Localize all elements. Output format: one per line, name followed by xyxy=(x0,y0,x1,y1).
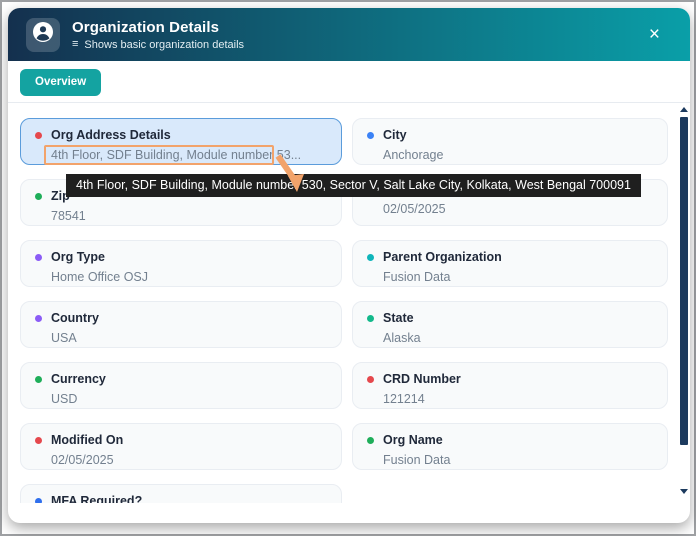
scroll-down-arrow-icon[interactable] xyxy=(680,489,688,494)
field-status-dot xyxy=(35,375,42,383)
field-label: CRD Number xyxy=(383,372,461,386)
field-card[interactable]: Org Address Details 4th Floor, SDF Build… xyxy=(20,118,342,165)
field-card[interactable]: Parent Organization Fusion Data xyxy=(352,240,668,287)
fields-grid: Org Address Details 4th Floor, SDF Build… xyxy=(8,103,690,503)
modal-subtitle-row: ≡ Shows basic organization details xyxy=(72,39,631,51)
tab-overview[interactable]: Overview xyxy=(20,69,102,96)
field-status-dot xyxy=(367,436,374,444)
field-status-dot xyxy=(35,436,42,444)
field-label: Parent Organization xyxy=(383,250,502,264)
tab-bar: Overview xyxy=(8,61,690,103)
field-card[interactable]: City Anchorage xyxy=(352,118,668,165)
field-card[interactable]: Country USA xyxy=(20,301,342,348)
field-value: 4th Floor, SDF Building, Module number 5… xyxy=(51,148,302,162)
field-card[interactable]: Org Type Home Office OSJ xyxy=(20,240,342,287)
field-label: Org Type xyxy=(51,250,105,264)
modal-title: Organization Details xyxy=(72,18,220,36)
header-texts: Organization Details ≡ Shows basic organ… xyxy=(72,19,631,51)
field-value: 121214 xyxy=(383,392,425,406)
field-status-dot xyxy=(35,497,42,503)
field-status-dot xyxy=(367,253,374,261)
field-value: 78541 xyxy=(51,209,86,223)
scroll-up-arrow-icon[interactable] xyxy=(680,107,688,112)
field-status-dot xyxy=(367,375,374,383)
field-value: 02/05/2025 xyxy=(383,202,446,216)
field-value: Fusion Data xyxy=(383,453,451,467)
field-label: Modified On xyxy=(51,433,124,447)
organization-avatar xyxy=(26,17,60,52)
field-label: Country xyxy=(51,311,99,325)
field-label: Zip xyxy=(51,189,70,203)
field-label: Org Name xyxy=(383,433,443,447)
field-value: Fusion Data xyxy=(383,270,451,284)
field-card[interactable]: State Alaska xyxy=(352,301,668,348)
close-button[interactable]: × xyxy=(643,23,666,46)
field-card[interactable]: Modified On 02/05/2025 xyxy=(20,423,342,470)
field-label: Org Address Details xyxy=(51,128,171,142)
scrollbar-thumb[interactable] xyxy=(680,117,688,445)
field-value: Home Office OSJ xyxy=(51,270,149,284)
field-label: City xyxy=(383,128,407,142)
organization-details-modal: Organization Details ≡ Shows basic organ… xyxy=(8,8,690,523)
field-card[interactable]: Currency USD xyxy=(20,362,342,409)
field-label: MFA Required? xyxy=(51,494,143,503)
field-status-dot xyxy=(35,131,42,139)
scrollbar xyxy=(680,103,689,508)
field-value: Anchorage xyxy=(383,148,444,162)
field-value: Alaska xyxy=(383,331,421,345)
field-value: USD xyxy=(51,392,78,406)
field-status-dot xyxy=(35,253,42,261)
field-value: 02/05/2025 xyxy=(51,453,114,467)
field-label: State xyxy=(383,311,414,325)
field-label: Currency xyxy=(51,372,106,386)
modal-subtitle: Shows basic organization details xyxy=(84,38,245,51)
field-status-dot xyxy=(367,131,374,139)
field-card[interactable]: Org Name Fusion Data xyxy=(352,423,668,470)
field-status-dot xyxy=(35,314,42,322)
field-card[interactable]: CRD Number 121214 xyxy=(352,362,668,409)
close-icon: × xyxy=(648,24,660,45)
list-icon: ≡ xyxy=(72,38,79,50)
field-card[interactable]: MFA Required? xyxy=(20,484,342,503)
person-circle-icon xyxy=(31,20,55,49)
field-status-dot xyxy=(367,314,374,322)
address-tooltip: 4th Floor, SDF Building, Module number 5… xyxy=(66,174,641,197)
field-status-dot xyxy=(35,192,42,200)
field-value: USA xyxy=(51,331,77,345)
modal-header: Organization Details ≡ Shows basic organ… xyxy=(8,8,690,61)
